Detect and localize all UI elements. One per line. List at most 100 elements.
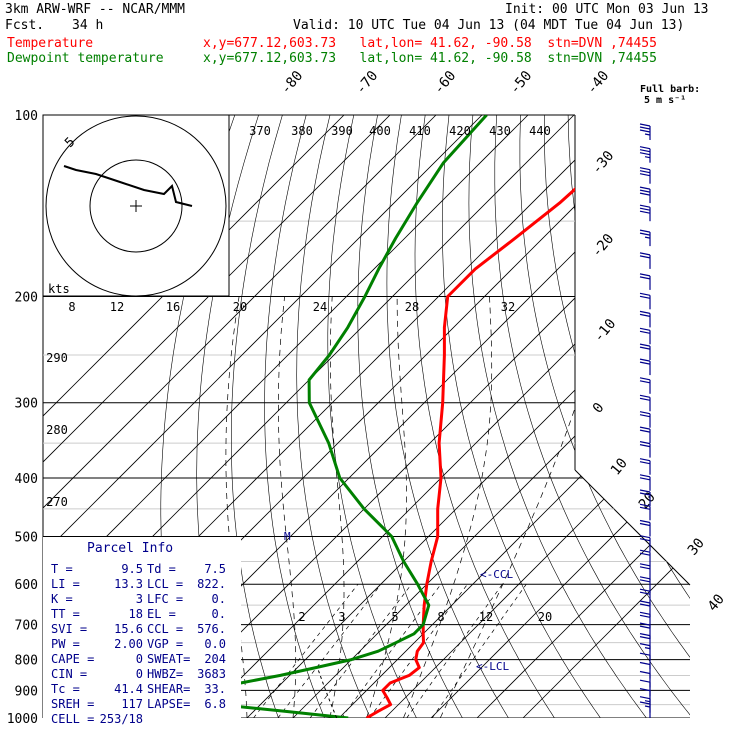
isotherm-label: 40 [705, 591, 728, 614]
mixing-ratio-line [341, 583, 442, 718]
isotherm [200, 115, 690, 718]
moist-adiabat [278, 296, 297, 718]
parcel-info-value: 7.5 [204, 562, 226, 576]
wind-barb-flag [639, 688, 651, 692]
dry-adiabat [639, 115, 690, 718]
dry-adiabat [231, 115, 284, 718]
parcel-info-key: LAPSE= [147, 697, 190, 711]
parcel-info-key: CCL = [147, 622, 183, 636]
isotherm [43, 115, 391, 718]
dry-adiabat [386, 115, 517, 718]
wind-barb-flag [639, 538, 651, 542]
dewpoint-location: x,y=677.12,603.73 lat,lon= 41.62, -90.58… [203, 51, 657, 66]
isotherm [522, 115, 690, 718]
valid-time: Valid: 10 UTC Tue 04 Jun 13 (04 MDT Tue … [293, 18, 685, 33]
wind-barb [639, 167, 651, 184]
parcel-info-value: 2.00 [114, 637, 143, 651]
wind-barb-flag [639, 633, 651, 637]
wind-barb [639, 327, 651, 345]
forecast-hour: 34 h [72, 18, 104, 33]
dry-adiabat [494, 115, 690, 718]
m-marker: M [284, 530, 291, 543]
isotherm [338, 115, 690, 718]
wind-barb-flag [639, 652, 651, 656]
mixing-ratio-line [406, 583, 503, 718]
wind-barb-flag [639, 343, 651, 347]
parcel-info-key: TT = [51, 607, 80, 621]
wind-barb-flag [639, 576, 651, 580]
wind-barb [639, 394, 651, 412]
moist-adiabat [439, 296, 606, 718]
parcel-info-value: 576. [197, 622, 226, 636]
dry-adiabat [264, 115, 331, 718]
wind-barb-flag [639, 552, 651, 556]
wind-barb-flag [639, 210, 651, 214]
mixing-ratio-label: 32 [501, 300, 515, 314]
parcel-info-value: 3683 [197, 667, 226, 681]
isotherm-label: -10 [591, 316, 620, 346]
mixing-ratio-label: 5 [391, 610, 398, 624]
wind-barb-flag [639, 273, 651, 277]
wind-barb [639, 661, 651, 679]
wind-barb-flag [639, 149, 651, 153]
wind-barb-flag [639, 207, 651, 211]
wind-barb [639, 426, 651, 444]
parcel-info-value: 117 [121, 697, 143, 711]
wind-barb-flag [639, 522, 651, 527]
right-frame-diagonal [574, 469, 691, 586]
wind-barb-flag [639, 591, 651, 595]
wind-barb-half [644, 705, 651, 708]
isotherm-label: -60 [431, 68, 460, 98]
wind-barb-flag [639, 126, 651, 130]
pressure-tick-label: 600 [15, 578, 38, 593]
wind-barb-flag [639, 636, 651, 640]
isotherm-label: -80 [278, 68, 307, 98]
ccl-marker: <-CCL [480, 568, 513, 581]
wind-barb-flag [639, 441, 651, 445]
dry-adiabat [327, 115, 424, 718]
wind-barb-flag [639, 361, 651, 365]
mixing-ratio-label: 24 [313, 300, 327, 314]
wind-barb-flag [639, 204, 651, 208]
wind-barb [639, 358, 651, 376]
pressure-tick-label: 200 [15, 291, 38, 306]
theta-label: 270 [46, 495, 68, 509]
hodograph-units: kts [48, 282, 70, 296]
pressure-tick-label: 900 [15, 684, 38, 699]
wind-barb-flag [639, 129, 651, 133]
wind-barb-flag [639, 276, 651, 280]
wind-barb-flag [639, 189, 651, 193]
wind-barb [639, 576, 651, 593]
wind-barb-flag [639, 643, 651, 647]
parcel-info-key: VGP = [147, 637, 183, 651]
wind-barb-flag [639, 492, 651, 496]
wind-barb-flag [639, 377, 651, 381]
mixing-ratio-label: 20 [233, 300, 247, 314]
wind-barb-flag [639, 252, 651, 256]
pressure-tick-label: 1000 [7, 712, 38, 727]
hodograph-ring-inner [89, 159, 183, 253]
pressure-tick-label: 300 [15, 397, 38, 412]
theta-label: 420 [449, 124, 471, 138]
wind-barb-flag [639, 123, 651, 127]
parcel-info-value: 0. [212, 607, 226, 621]
parcel-info-key: CELL = [51, 712, 94, 726]
mixing-ratio-label: 3 [338, 610, 345, 624]
mixing-ratio-label: 8 [437, 610, 444, 624]
parcel-info-key: T = [51, 562, 73, 576]
parcel-info-value: 204 [204, 652, 226, 666]
theta-label: 380 [291, 124, 313, 138]
wind-barb-flag [639, 588, 651, 592]
moist-adiabat [403, 296, 493, 718]
wind-barb [639, 123, 651, 140]
theta-label: 290 [46, 351, 68, 365]
wind-barb [639, 252, 651, 269]
parcel-info-key: PW = [51, 637, 80, 651]
wind-barb-flag [639, 535, 651, 539]
mixing-ratio-label: 16 [166, 300, 180, 314]
wind-barb [639, 146, 651, 163]
dry-adiabat [357, 115, 471, 718]
parcel-info-value: 822. [197, 577, 226, 591]
parcel-info-key: SREH = [51, 697, 94, 711]
wind-barb-flag [639, 670, 651, 675]
